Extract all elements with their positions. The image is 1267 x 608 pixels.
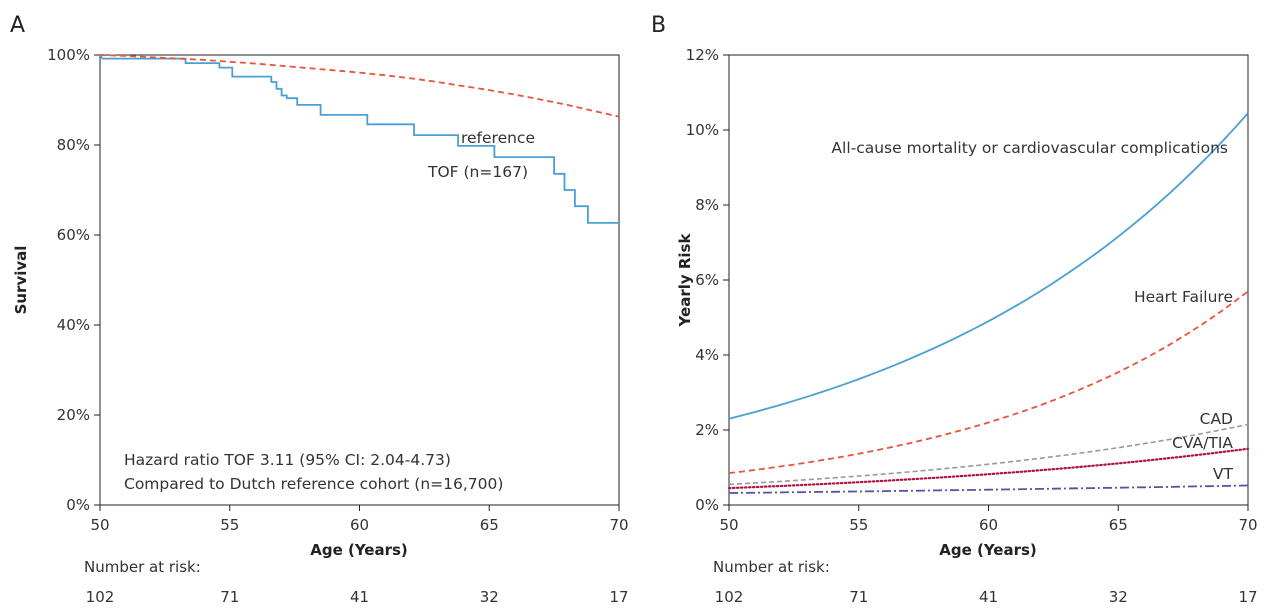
panel-a-reference-label: reference	[461, 129, 535, 147]
panel-b-risk-count: 71	[849, 588, 868, 606]
panel-a-y-tick-label: 0%	[66, 496, 90, 514]
panel-b-x-tick-label: 50	[719, 516, 738, 534]
panel-b-plot-frame	[728, 54, 1249, 506]
panel-b-cad-label: CAD	[1200, 410, 1233, 428]
panel-a-risk-count: 32	[480, 588, 499, 606]
panel-a-x-tick-label: 65	[480, 516, 499, 534]
panel-b-x-axis-label: Age (Years)	[939, 541, 1037, 559]
panel-b-y-tick-label: 4%	[695, 346, 719, 364]
panel-a-hazard-ratio-note: Hazard ratio TOF 3.11 (95% CI: 2.04-4.73…	[124, 451, 451, 469]
panel-b-x-tick-label: 60	[979, 516, 998, 534]
panel-b-y-tick-label: 8%	[695, 196, 719, 214]
panel-b-axes: 50 55 60 65 70 0% 2% 4% 6% 8% 10% 12%	[686, 46, 1258, 534]
panel-a-x-tick-label: 55	[220, 516, 239, 534]
panel-a-y-axis-label: Survival	[12, 246, 30, 315]
panel-a-risk-table: 102 71 41 32 17	[86, 588, 629, 606]
panel-b-risk-count: 17	[1238, 588, 1257, 606]
panel-b-y-tick-label: 12%	[686, 46, 719, 64]
panel-a-letter: A	[10, 13, 25, 38]
panel-a-x-tick-label: 60	[350, 516, 369, 534]
panel-a-x-axis-label: Age (Years)	[310, 541, 408, 559]
panel-b-series-heart-failure	[728, 290, 1249, 474]
panel-b-y-tick-label: 0%	[695, 496, 719, 514]
panel-a-x-tick-label: 70	[609, 516, 628, 534]
panel-a-risk-count: 102	[86, 588, 115, 606]
panel-a: A 50 55 60 65 70 0% 20% 40% 60% 80% 100% reference…	[10, 13, 629, 606]
panel-a-risk-count: 17	[609, 588, 628, 606]
panel-b-y-axis-label: Yearly Risk	[676, 233, 694, 328]
panel-a-y-tick-label: 60%	[57, 226, 90, 244]
panel-b-y-tick-label: 10%	[686, 121, 719, 139]
panel-a-y-tick-label: 80%	[57, 136, 90, 154]
panel-b-vt-label: VT	[1213, 465, 1234, 483]
panel-a-reference-cohort-note: Compared to Dutch reference cohort (n=16…	[124, 475, 503, 493]
panel-b-risk-count: 102	[715, 588, 744, 606]
panel-b-cva-tia-label: CVA/TIA	[1172, 434, 1233, 452]
panel-b-all-cause-label: All-cause mortality or cardiovascular co…	[831, 139, 1228, 157]
panel-a-risk-count: 71	[220, 588, 239, 606]
panel-b-risk-table-label: Number at risk:	[713, 558, 830, 576]
panel-a-y-tick-label: 100%	[47, 46, 90, 64]
panel-b-y-tick-label: 6%	[695, 271, 719, 289]
panel-b-x-tick-label: 55	[849, 516, 868, 534]
panel-b-series-cad	[728, 423, 1249, 486]
panel-b-series-cva-tia	[727, 447, 1250, 490]
panel-a-series-reference	[99, 54, 620, 118]
panel-a-plot-frame	[99, 54, 620, 506]
panel-b-series	[727, 112, 1250, 494]
panel-b-x-tick-label: 70	[1238, 516, 1257, 534]
panel-a-risk-table-label: Number at risk:	[84, 558, 201, 576]
panel-a-y-tick-label: 20%	[57, 406, 90, 424]
panel-a-axes: 50 55 60 65 70 0% 20% 40% 60% 80% 100%	[47, 46, 628, 534]
panel-a-risk-count: 41	[350, 588, 369, 606]
panel-b-series-all-cause-mortality-or-cardiovascular-complications	[728, 112, 1249, 420]
panel-b-x-tick-label: 65	[1109, 516, 1128, 534]
panel-b: B 50 55 60 65 70 0% 2% 4% 6% 8% 10% 12% All-cause m…	[651, 13, 1258, 606]
panel-b-risk-count: 32	[1109, 588, 1128, 606]
panel-b-series-vt	[728, 484, 1249, 494]
panel-b-risk-count: 41	[979, 588, 998, 606]
panel-a-y-tick-label: 40%	[57, 316, 90, 334]
panel-a-series-tof-n-167	[99, 54, 619, 224]
panel-b-risk-table: 102 71 41 32 17	[715, 588, 1258, 606]
panel-b-letter: B	[651, 13, 666, 38]
panel-b-heart-failure-label: Heart Failure	[1134, 288, 1233, 306]
panel-a-x-tick-label: 50	[90, 516, 109, 534]
panel-a-series	[99, 54, 620, 224]
panel-a-tof-label: TOF (n=167)	[427, 163, 528, 181]
panel-b-y-tick-label: 2%	[695, 421, 719, 439]
